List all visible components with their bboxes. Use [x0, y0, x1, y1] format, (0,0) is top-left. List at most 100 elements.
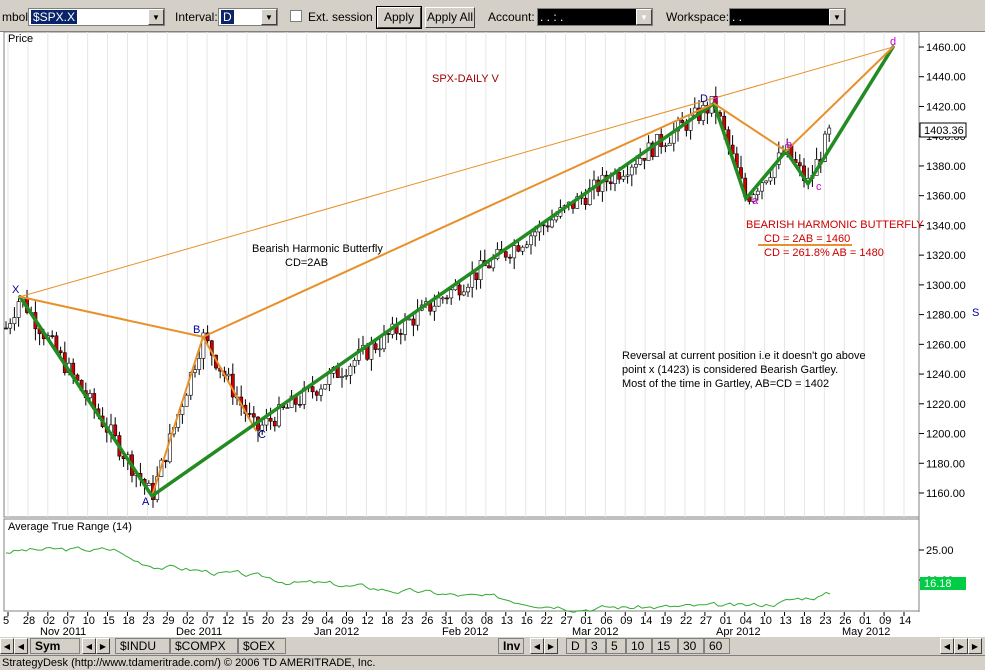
apply-all-button[interactable]: Apply All — [425, 7, 475, 28]
y-tick-label: 1460.00 — [926, 42, 966, 54]
x-tick-label: 01 — [859, 615, 871, 627]
nav-inv-right-icon[interactable]: ▶ — [544, 638, 558, 654]
point-label-A: A — [142, 496, 150, 508]
interval-tab-D[interactable]: D — [566, 638, 586, 654]
orange-leg-AB — [151, 335, 204, 497]
nav-inv-left-icon[interactable]: ◀ — [530, 638, 544, 654]
chevron-down-icon[interactable]: ▼ — [148, 9, 164, 25]
nav-first-icon[interactable]: ◀ — [0, 638, 14, 654]
status-bar: StrategyDesk (http://www.tdameritrade.co… — [0, 655, 985, 670]
tab-indu[interactable]: $INDU — [115, 638, 170, 654]
x-tick-label: 12 — [222, 615, 234, 627]
nav-end-left-icon[interactable]: ◀ — [940, 638, 954, 654]
month-label: Nov 2011 — [40, 626, 86, 637]
green-leg-AD — [150, 101, 716, 498]
candle-up — [512, 245, 517, 259]
candle-up — [478, 260, 483, 280]
interval-tab-5[interactable]: 5 — [606, 638, 626, 654]
candle-up — [533, 231, 538, 237]
x-tick-label: 20 — [262, 615, 274, 627]
candle-up — [432, 305, 437, 312]
tab-inv[interactable]: Inv — [498, 638, 524, 654]
price-label: Price — [8, 33, 33, 45]
x-tick-label: 18 — [122, 615, 134, 627]
chevron-down-icon[interactable]: ▼ — [636, 9, 652, 25]
point-label-c-small: c — [816, 181, 822, 193]
nav-end-right-icon[interactable]: ▶ — [954, 638, 968, 654]
y-tick-label: 1180.00 — [926, 458, 965, 470]
x-tick-label: 07 — [202, 615, 214, 627]
interval-tab-15[interactable]: 15 — [652, 638, 678, 654]
candle-up — [638, 157, 643, 165]
x-tick-label: 22 — [541, 615, 553, 627]
x-tick-label: 26 — [839, 615, 851, 627]
toolbar: mbol: $SPX.X ▼ Interval: D ▼ Ext. sessio… — [0, 0, 985, 32]
workspace-value[interactable]: . . — [732, 10, 743, 24]
x-tick-label: 07 — [63, 615, 75, 627]
orange-leg-BC — [202, 335, 257, 432]
chevron-down-icon[interactable]: ▼ — [261, 9, 277, 25]
candle-down — [113, 424, 118, 436]
x-tick-label: 31 — [441, 615, 453, 627]
symbol-label: mbol: — [2, 10, 32, 24]
tab-compx[interactable]: $COMPX — [170, 638, 238, 654]
nav-prev-icon[interactable]: ◀ — [14, 638, 28, 654]
orange-leg-BD — [202, 102, 715, 338]
nav-right-icon[interactable]: ▶ — [96, 638, 110, 654]
interval-value[interactable]: D — [221, 10, 234, 24]
interval-tab-3[interactable]: 3 — [586, 638, 606, 654]
note-line-3: Most of the time in Gartley, AB=CD = 140… — [622, 378, 829, 390]
nav-last-icon[interactable]: ▶ — [968, 638, 982, 654]
x-tick-label: 09 — [341, 615, 353, 627]
candle-up — [529, 235, 533, 246]
tab-oex[interactable]: $OEX — [238, 638, 286, 654]
pattern-legs — [18, 45, 895, 498]
candle-down — [314, 391, 319, 396]
price-chart[interactable]: 1460.001440.001420.001400.001380.001360.… — [0, 31, 985, 638]
interval-tab-30[interactable]: 30 — [678, 638, 704, 654]
apply-button[interactable]: Apply — [376, 6, 422, 29]
candle-up — [751, 194, 756, 202]
point-label-X: X — [12, 284, 20, 296]
x-tick-label: 16 — [521, 615, 533, 627]
ext-session-checkbox[interactable] — [290, 10, 302, 22]
candle-up — [8, 323, 13, 329]
account-combo[interactable]: . . : . ▼ — [537, 8, 653, 26]
candle-up — [625, 174, 630, 177]
green-leg-ab — [744, 149, 788, 201]
current-price: 1403.36 — [924, 125, 964, 137]
atr-series — [5, 546, 831, 613]
chart-area[interactable]: 1460.001440.001420.001400.001380.001360.… — [0, 31, 985, 638]
atr-label: Average True Range (14) — [8, 521, 132, 533]
candle-down — [310, 386, 315, 393]
symbol-combo[interactable]: $SPX.X ▼ — [28, 8, 165, 26]
green-leg-xa — [712, 101, 748, 201]
symbol-value[interactable]: $SPX.X — [31, 10, 78, 24]
candle-up — [180, 406, 185, 415]
candle-down — [373, 343, 378, 350]
green-leg-bc — [784, 149, 810, 186]
interval-tab-10[interactable]: 10 — [626, 638, 652, 654]
candle-down — [4, 327, 8, 330]
candle-up — [634, 163, 638, 168]
candle-down — [251, 413, 256, 418]
x-tick-label: 13 — [780, 615, 792, 627]
candle-up — [629, 166, 634, 176]
interval-combo[interactable]: D ▼ — [218, 8, 278, 26]
tab-sym[interactable]: Sym — [30, 638, 80, 654]
account-value[interactable]: . . : . — [540, 10, 564, 24]
x-tick-label: 10 — [760, 615, 772, 627]
x-tick-label: 19 — [660, 615, 672, 627]
point-label-B: B — [193, 324, 200, 336]
workspace-combo[interactable]: . . ▼ — [729, 8, 846, 26]
x-tick-label: 23 — [282, 615, 294, 627]
interval-tab-60[interactable]: 60 — [704, 638, 730, 654]
candle-up — [146, 483, 151, 486]
x-tick-label: 28 — [23, 615, 35, 627]
x-tick-label: 23 — [819, 615, 831, 627]
candle-up — [621, 175, 626, 180]
y-tick-label: 1340.00 — [926, 220, 966, 232]
chevron-down-icon[interactable]: ▼ — [829, 9, 845, 25]
candle-down — [797, 162, 802, 167]
nav-left-icon[interactable]: ◀ — [82, 638, 96, 654]
